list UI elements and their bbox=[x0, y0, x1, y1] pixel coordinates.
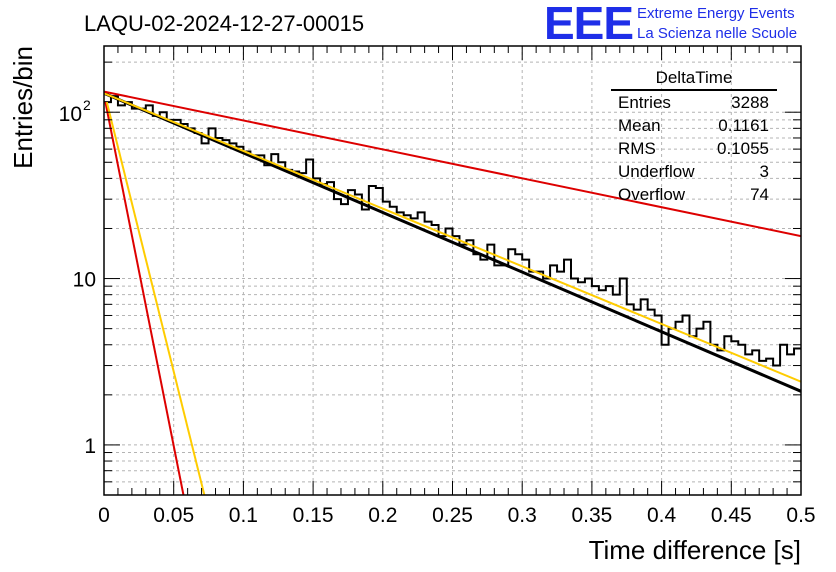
stats-row-overflow: Overflow 74 bbox=[611, 183, 777, 206]
y-axis-label: Entries/bin bbox=[8, 46, 38, 169]
fit-curve-4 bbox=[105, 101, 206, 495]
fit-curve-2 bbox=[104, 90, 801, 238]
x-tick-label: 0.35 bbox=[571, 504, 612, 527]
stats-row-entries: Entries 3288 bbox=[611, 91, 777, 114]
stats-label: Mean bbox=[618, 116, 661, 135]
x-tick-label: 0.1 bbox=[229, 504, 258, 527]
stats-value: 0.1161 bbox=[718, 116, 769, 135]
stats-label: Entries bbox=[618, 93, 671, 112]
x-tick-label: 0.05 bbox=[153, 504, 194, 527]
histogram-line bbox=[104, 95, 801, 367]
y-tick-exponent: 2 bbox=[83, 97, 91, 113]
x-tick-label: 0.15 bbox=[293, 504, 334, 527]
eee-logo: EEE bbox=[544, 0, 634, 49]
stats-label: RMS bbox=[618, 139, 656, 158]
y-tick-label: 1 bbox=[84, 435, 96, 458]
stats-value: 74 bbox=[750, 185, 769, 204]
stats-value: 0.1055 bbox=[717, 139, 769, 158]
y-tick-label: 10 bbox=[73, 269, 96, 292]
x-tick-label: 0.25 bbox=[432, 504, 473, 527]
stats-row-rms: RMS 0.1055 bbox=[611, 137, 777, 160]
x-tick-label: 0 bbox=[98, 504, 110, 527]
stats-label: Overflow bbox=[618, 185, 686, 204]
x-tick-label: 0.3 bbox=[508, 504, 537, 527]
fit-curve-3 bbox=[104, 101, 185, 495]
stats-value: 3288 bbox=[731, 93, 769, 112]
run-title: LAQU-02-2024-12-27-00015 bbox=[84, 11, 365, 36]
x-tick-label: 0.4 bbox=[647, 504, 677, 527]
fit-curve-0 bbox=[104, 91, 801, 393]
x-tick-label: 0.45 bbox=[711, 504, 752, 527]
stats-value: 3 bbox=[759, 162, 769, 181]
stats-row-mean: Mean 0.1161 bbox=[611, 114, 777, 137]
x-tick-label: 0.2 bbox=[368, 504, 397, 527]
y-tick-label: 10 bbox=[59, 103, 82, 126]
logo-subtitle-2: La Scienza nelle Scuole bbox=[637, 25, 798, 42]
fit-curve-1 bbox=[104, 92, 801, 383]
x-axis-label: Time difference [s] bbox=[589, 535, 801, 565]
stats-label: Underflow bbox=[618, 162, 695, 181]
x-tick-label: 0.5 bbox=[786, 504, 815, 527]
logo-subtitle-1: Extreme Energy Events bbox=[637, 5, 795, 22]
stats-row-underflow: Underflow 3 bbox=[611, 160, 777, 183]
stats-box: DeltaTime Entries 3288 Mean 0.1161 RMS 0… bbox=[611, 67, 777, 206]
stats-title: DeltaTime bbox=[611, 67, 777, 91]
